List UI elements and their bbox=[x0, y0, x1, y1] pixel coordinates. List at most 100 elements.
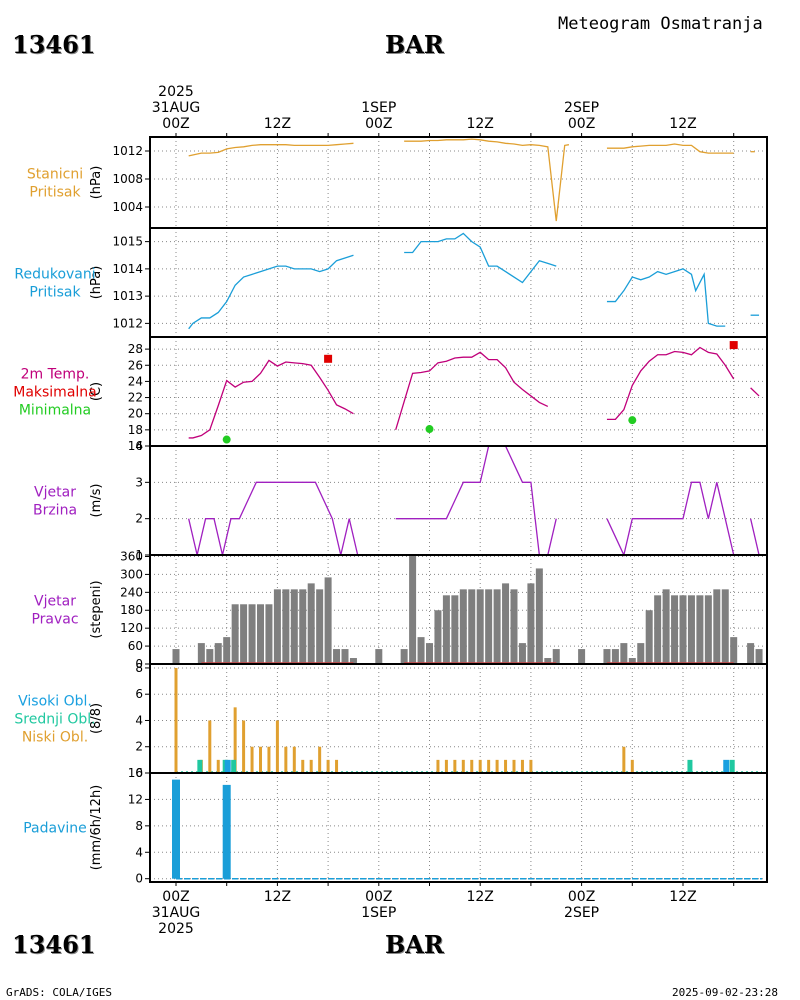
series-line bbox=[188, 359, 354, 439]
bottom-time-label: 12Z bbox=[466, 889, 493, 905]
cloud-bar bbox=[504, 759, 508, 773]
direction-bar bbox=[442, 595, 450, 664]
ytick-label: 8 bbox=[135, 819, 143, 833]
direction-bar bbox=[409, 555, 417, 664]
cloud-bar bbox=[444, 759, 448, 773]
station-name-bottom: BAR bbox=[385, 930, 444, 959]
panel-label: Vjetar bbox=[34, 594, 76, 610]
direction-bar bbox=[493, 589, 501, 664]
direction-bar bbox=[333, 649, 341, 664]
direction-bar bbox=[265, 604, 273, 664]
series-line bbox=[606, 346, 735, 421]
series-line bbox=[395, 445, 557, 556]
cloud-bar bbox=[284, 746, 288, 773]
cloud-bar bbox=[233, 707, 237, 773]
ytick-label: 1014 bbox=[112, 262, 143, 276]
panel-station_pressure bbox=[145, 136, 768, 229]
panel-frame bbox=[149, 445, 768, 556]
bottom-time-label: 1SEP bbox=[361, 905, 396, 921]
ytick-label: 180 bbox=[120, 603, 143, 617]
series-line bbox=[606, 268, 726, 327]
direction-bar bbox=[206, 649, 214, 664]
direction-bar bbox=[730, 637, 738, 664]
series-line bbox=[606, 143, 734, 154]
cloud-bar bbox=[495, 759, 499, 773]
ytick-label: 3 bbox=[135, 475, 143, 489]
panel-clouds bbox=[145, 663, 768, 774]
ytick-label: 24 bbox=[128, 374, 143, 388]
cloud-bar bbox=[335, 759, 339, 773]
cloud-bar bbox=[478, 759, 482, 773]
direction-bar bbox=[620, 643, 628, 664]
cloud-bar bbox=[231, 759, 237, 773]
ytick-label: 12 bbox=[128, 792, 143, 806]
direction-bar bbox=[671, 595, 679, 664]
direction-bar bbox=[257, 604, 264, 664]
tmin-marker bbox=[628, 416, 637, 425]
cloud-bar bbox=[275, 720, 279, 773]
direction-bar bbox=[459, 589, 467, 664]
panel-label: Pritisak bbox=[29, 285, 81, 301]
panel-frame bbox=[149, 227, 768, 338]
ytick-label: 6 bbox=[135, 687, 143, 701]
direction-bar bbox=[510, 589, 518, 664]
ytick-label: 4 bbox=[135, 439, 143, 453]
unit-label: (hPa) bbox=[89, 166, 104, 200]
direction-bar bbox=[231, 604, 239, 664]
direction-bar bbox=[578, 649, 586, 664]
direction-bar bbox=[417, 637, 425, 664]
series-line bbox=[188, 142, 354, 157]
direction-bar bbox=[273, 589, 281, 664]
panel-wind_speed bbox=[145, 445, 768, 557]
top-time-label: 00Z bbox=[162, 116, 189, 132]
panel-wind_direction bbox=[145, 554, 768, 665]
ytick-label: 60 bbox=[128, 639, 143, 653]
ytick-label: 1013 bbox=[112, 289, 143, 303]
cloud-bar bbox=[723, 759, 730, 773]
ytick-label: 1012 bbox=[112, 144, 143, 158]
direction-bar bbox=[172, 649, 180, 664]
series-line bbox=[188, 481, 359, 556]
cloud-bar bbox=[174, 667, 178, 773]
precip-bar bbox=[222, 784, 231, 879]
cloud-bar bbox=[301, 759, 305, 773]
unit-label: (stepeni) bbox=[89, 580, 104, 638]
cloud-bar bbox=[487, 759, 491, 773]
top-time-label: 12Z bbox=[264, 116, 291, 132]
direction-bar bbox=[628, 658, 636, 664]
direction-bar bbox=[535, 568, 543, 664]
series-line bbox=[404, 232, 557, 284]
direction-bar bbox=[324, 577, 332, 664]
ytick-label: 1015 bbox=[112, 235, 143, 249]
ytick-label: 240 bbox=[120, 585, 143, 599]
panel-label: Srednji Obl. bbox=[14, 712, 95, 728]
cloud-bar bbox=[267, 746, 271, 773]
ytick-label: 16 bbox=[128, 439, 143, 453]
series-line bbox=[750, 387, 760, 397]
direction-bar bbox=[637, 643, 645, 664]
ytick-label: 2 bbox=[135, 740, 143, 754]
bottom-time-label: 00Z bbox=[365, 889, 392, 905]
direction-bar bbox=[349, 658, 357, 664]
cloud-bar bbox=[224, 759, 231, 773]
panel-label: Maksimalna bbox=[13, 385, 97, 401]
top-time-label: 00Z bbox=[365, 116, 392, 132]
bottom-time-label: 2SEP bbox=[564, 905, 599, 921]
panel-temperature bbox=[145, 336, 768, 447]
cloud-bar bbox=[216, 759, 220, 773]
direction-bar bbox=[307, 583, 315, 664]
direction-bar bbox=[721, 589, 729, 664]
ytick-label: 16 bbox=[128, 766, 143, 780]
series-line bbox=[606, 481, 735, 557]
cloud-bar bbox=[242, 720, 246, 773]
direction-bar bbox=[611, 649, 619, 664]
top-time-label: 31AUG bbox=[152, 100, 201, 116]
ytick-label: 0 bbox=[135, 657, 143, 671]
direction-bar bbox=[747, 643, 755, 664]
panel-label: 2m Temp. bbox=[21, 367, 90, 383]
series-line bbox=[749, 518, 760, 556]
panel-label: Padavine bbox=[23, 821, 87, 837]
bottom-time-label: 31AUG bbox=[152, 905, 201, 921]
top-time-label: 2025 bbox=[158, 84, 194, 100]
